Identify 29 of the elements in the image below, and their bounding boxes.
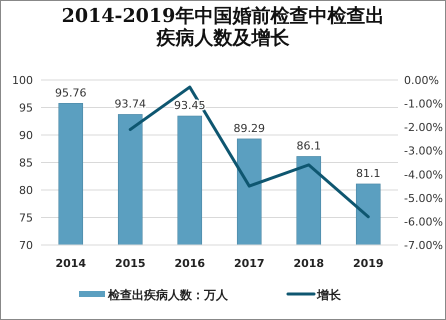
chart-title: 2014-2019年中国婚前检查中检查出疾病人数及增长 [61, 5, 385, 49]
legend-label: 检查出疾病人数：万人 [107, 288, 229, 302]
y-tick-label: 90 [19, 129, 33, 142]
x-tick-label: 2014 [55, 257, 86, 270]
data-label: 81.1 [356, 166, 380, 180]
x-tick-label: 2016 [174, 257, 206, 270]
y2-tick-label: -3.00% [404, 144, 443, 158]
y2-tick-label: -2.00% [404, 121, 443, 134]
y-tick-label: 95 [19, 102, 33, 114]
y-tick-label: 100 [12, 74, 33, 87]
y2-tick-label: -1.00% [404, 98, 443, 111]
y-tick-label: 80 [19, 184, 33, 197]
y-tick-label: 75 [19, 212, 33, 224]
y-tick-label: 70 [19, 239, 33, 252]
x-tick-label: 2018 [293, 257, 324, 270]
data-label: 86.1 [296, 139, 321, 152]
y2-tick-label: -6.00% [404, 215, 443, 228]
legend-label: 增长 [316, 288, 342, 302]
y2-tick-label: -5.00% [404, 192, 443, 205]
y-tick-label: 85 [19, 156, 33, 170]
data-label: 89.29 [234, 122, 265, 135]
y2-tick-label: -7.00% [404, 239, 443, 252]
x-tick-label: 2015 [114, 257, 146, 270]
y2-tick-label: 0.00% [404, 74, 439, 87]
x-tick-label: 2017 [234, 257, 265, 270]
data-label: 95.76 [55, 86, 86, 100]
y2-tick-label: -4.00% [404, 168, 443, 182]
x-tick-label: 2019 [352, 257, 384, 270]
data-label: 93.74 [114, 97, 146, 110]
